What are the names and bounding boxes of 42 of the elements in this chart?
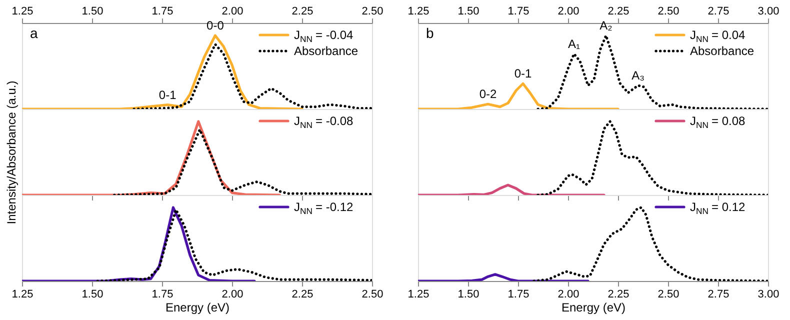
x-tick-label: 1.25 — [12, 6, 34, 18]
x-tick-label: 1.75 — [152, 6, 174, 18]
x-tick-label: 1.50 — [458, 6, 480, 18]
annotation: b — [426, 25, 434, 41]
x-tick-label: 2.50 — [658, 288, 680, 300]
x-tick-label: 2.00 — [558, 6, 580, 18]
x-axis-title: Energy (eV) — [165, 300, 230, 314]
x-tick-label: 2.50 — [658, 6, 680, 18]
x-tick-label: 2.25 — [292, 288, 314, 300]
x-tick-label: 1.25 — [408, 6, 430, 18]
x-tick-label: 1.50 — [82, 6, 104, 18]
legend-label: Absorbance — [294, 44, 358, 58]
annotation: A₃ — [632, 68, 645, 82]
x-tick-label: 2.50 — [362, 288, 384, 300]
x-tick-label: 2.50 — [362, 6, 384, 18]
x-tick-label: 2.25 — [292, 6, 314, 18]
x-tick-label: 1.25 — [408, 288, 430, 300]
x-tick-label: 2.00 — [558, 288, 580, 300]
x-tick-label: 1.75 — [508, 288, 530, 300]
annotation: 0-0 — [206, 18, 224, 32]
x-tick-label: 1.75 — [152, 288, 174, 300]
annotation: a — [30, 25, 38, 41]
y-axis-title: Intensity/Absorbance (a.u.) — [4, 80, 18, 224]
x-tick-label: 3.00 — [758, 288, 780, 300]
x-tick-label: 1.75 — [508, 6, 530, 18]
x-tick-label: 2.00 — [222, 288, 244, 300]
x-tick-label: 2.25 — [608, 6, 630, 18]
x-tick-label: 2.75 — [708, 6, 730, 18]
x-tick-label: 2.75 — [708, 288, 730, 300]
annotation: 0-1 — [158, 88, 177, 102]
annotation: 0-1 — [514, 66, 532, 81]
x-tick-label: 2.00 — [222, 6, 244, 18]
legend-label: Absorbance — [690, 44, 754, 58]
x-tick-label: 1.50 — [458, 288, 480, 300]
x-tick-label: 3.00 — [758, 6, 780, 18]
annotation: A₂ — [600, 18, 613, 32]
x-tick-label: 1.25 — [12, 288, 34, 300]
x-axis-title: Energy (eV) — [561, 300, 626, 314]
annotation: 0-2 — [479, 87, 497, 102]
annotation: A₁ — [568, 36, 580, 51]
x-tick-label: 2.25 — [608, 288, 630, 300]
x-tick-label: 1.50 — [82, 288, 104, 300]
